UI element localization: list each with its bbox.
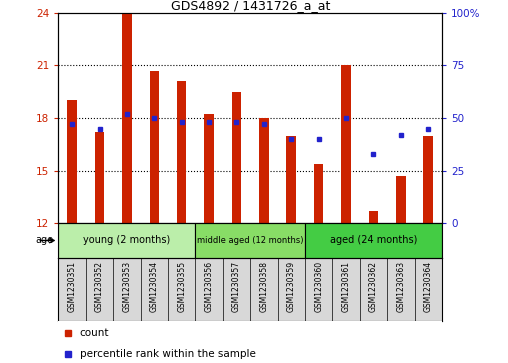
- Text: young (2 months): young (2 months): [83, 236, 171, 245]
- Text: percentile rank within the sample: percentile rank within the sample: [80, 349, 256, 359]
- Bar: [396, 176, 406, 223]
- Bar: [305, 223, 442, 258]
- Bar: [196, 223, 305, 258]
- Bar: [122, 13, 132, 223]
- Bar: [232, 92, 241, 223]
- Text: GSM1230359: GSM1230359: [287, 261, 296, 312]
- Text: GSM1230363: GSM1230363: [396, 261, 405, 312]
- Title: GDS4892 / 1431726_a_at: GDS4892 / 1431726_a_at: [171, 0, 330, 12]
- Bar: [149, 70, 159, 223]
- Bar: [259, 118, 269, 223]
- Text: GSM1230352: GSM1230352: [95, 261, 104, 312]
- Text: middle aged (12 months): middle aged (12 months): [197, 236, 303, 245]
- Bar: [68, 101, 77, 223]
- Text: GSM1230361: GSM1230361: [341, 261, 351, 312]
- Text: aged (24 months): aged (24 months): [330, 236, 417, 245]
- Text: GSM1230353: GSM1230353: [122, 261, 132, 312]
- Text: GSM1230357: GSM1230357: [232, 261, 241, 312]
- Bar: [287, 135, 296, 223]
- Text: GSM1230358: GSM1230358: [260, 261, 268, 312]
- Text: GSM1230360: GSM1230360: [314, 261, 323, 312]
- Text: GSM1230351: GSM1230351: [68, 261, 77, 312]
- Text: GSM1230362: GSM1230362: [369, 261, 378, 312]
- Text: GSM1230354: GSM1230354: [150, 261, 159, 312]
- Bar: [369, 211, 378, 223]
- Bar: [204, 114, 214, 223]
- Bar: [341, 65, 351, 223]
- Text: GSM1230355: GSM1230355: [177, 261, 186, 312]
- Text: count: count: [80, 328, 109, 338]
- Bar: [58, 223, 196, 258]
- Bar: [177, 81, 186, 223]
- Bar: [314, 164, 324, 223]
- Text: GSM1230364: GSM1230364: [424, 261, 433, 312]
- Text: GSM1230356: GSM1230356: [205, 261, 213, 312]
- Bar: [424, 135, 433, 223]
- Text: age: age: [35, 236, 53, 245]
- Bar: [94, 132, 104, 223]
